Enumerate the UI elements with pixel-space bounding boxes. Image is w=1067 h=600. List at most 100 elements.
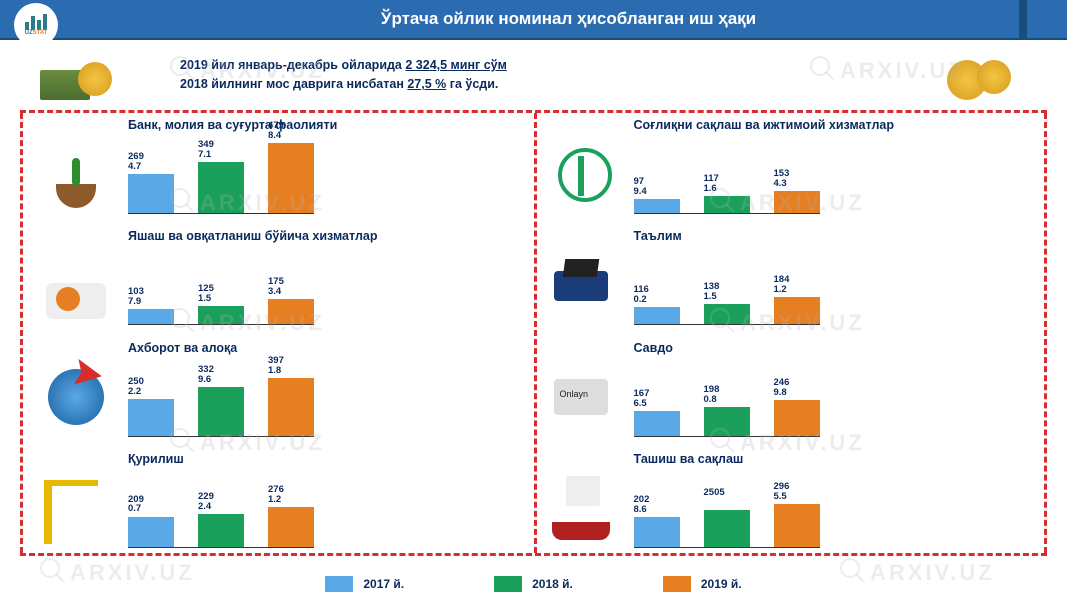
bar-label: 2502.2 [128,377,170,397]
bar-group: 1676.5 1980.8 2469.8 [634,359,820,437]
legend-swatch-2018 [494,576,522,592]
bar: 3971.8 [268,378,314,436]
summary-line-2: 2018 йилнинг мос даврига нисбатан 27,5 %… [180,75,507,94]
chart-wrap: Савдо 1676.5 1980.8 2469.8 [630,341,1030,437]
chart-title: Савдо [634,341,673,355]
chart-title: Ташиш ва сақлаш [634,452,744,466]
summary-l2-suffix: га ўсди. [446,77,498,91]
legend-item-2017: 2017 й. [325,576,404,592]
edu-icon [544,247,622,325]
bar-group: 2028.6 2505 2965.5 [634,470,820,548]
summary-l2-value: 27,5 % [407,77,446,91]
watermark-search-icon [40,558,60,578]
coins-right-icon [947,50,1027,100]
chart-row: Қурилиш 2090.7 2292.4 2761.2 [38,452,524,548]
bar-group: 2694.7 3497.1 4798.4 [128,136,314,214]
header-bar: UZSTAT Ўртача ойлик номинал ҳисобланган … [0,0,1067,40]
bar-label: 2469.8 [774,378,816,398]
bar-label: 2965.5 [774,482,816,502]
bar: 1676.5 [634,411,680,435]
legend-label-2018: 2018 й. [532,577,573,591]
bar-label: 1534.3 [774,169,816,189]
bar-label: 4798.4 [268,121,310,141]
bar-label: 2090.7 [128,495,170,515]
bar: 2502.2 [128,399,174,435]
summary-l2-prefix: 2018 йилнинг мос даврига нисбатан [180,77,407,91]
legend-item-2019: 2019 й. [663,576,742,592]
bar: 1251.5 [198,306,244,324]
chart-wrap: Банк, молия ва суғурта фаолияти2694.7349… [124,118,524,214]
bar: 1534.3 [774,191,820,213]
legend-item-2018: 2018 й. [494,576,573,592]
bar: 2469.8 [774,400,820,436]
bar: 2965.5 [774,504,820,547]
summary-row: 2019 йил январь-декабрь ойларида 2 324,5… [0,40,1067,108]
bar-label: 1381.5 [704,282,746,302]
chart-title: Ахборот ва алоқа [128,341,237,355]
bar-label: 1171.6 [704,174,746,194]
bar: 979.4 [634,199,680,213]
bar-label: 1753.4 [268,277,310,297]
chart-wrap: Таълим1160.21381.51841.2 [630,229,1030,325]
charts-grid: Банк, молия ва суғурта фаолияти2694.7349… [28,116,1039,550]
bar: 1037.9 [128,309,174,324]
chart-title: Соғлиқни сақлаш ва ижтимоий хизматлар [634,118,894,132]
chart-row: Соғлиқни сақлаш ва ижтимоий хизматлар 979… [544,118,1030,214]
chart-row: Ташиш ва сақлаш 2028.6 2505 2965.5 [544,452,1030,548]
food-icon [38,247,116,325]
bar-label: 979.4 [634,177,676,197]
chart-wrap: Соғлиқни сақлаш ва ижтимоий хизматлар 979… [630,118,1030,214]
bar: 1753.4 [268,299,314,325]
chart-wrap: Қурилиш 2090.7 2292.4 2761.2 [124,452,524,548]
bar-label: 1841.2 [774,275,816,295]
bar-group: 979.4 1171.6 1534.3 [634,136,820,214]
chart-wrap: Ташиш ва сақлаш 2028.6 2505 2965.5 [630,452,1030,548]
legend-label-2019: 2019 й. [701,577,742,591]
bar-label: 2761.2 [268,485,310,505]
charts-col-left: Банк, молия ва суғурта фаолияти2694.7349… [28,116,534,550]
chart-row: Ахборот ва алоқа 2502.2 3329.6 3971.8 [38,341,524,437]
chart-row: Таълим1160.21381.51841.2 [544,229,1030,325]
legend-label-2017: 2017 й. [363,577,404,591]
bar: 2761.2 [268,507,314,547]
bar-label: 2505 [704,488,746,498]
chart-row: Савдо 1676.5 1980.8 2469.8 [544,341,1030,437]
plant-icon [38,136,116,214]
bar: 4798.4 [268,143,314,213]
trade-icon [544,359,622,437]
bar: 1841.2 [774,297,820,324]
watermark-search-icon [840,558,860,578]
bar-label: 1251.5 [198,284,240,304]
bar-label: 1037.9 [128,287,170,307]
bar-group: 1160.21381.51841.2 [634,247,820,325]
summary-l1-prefix: 2019 йил январь-декабрь ойларида [180,58,405,72]
bar-label: 3497.1 [198,140,240,160]
legend: 2017 й. 2018 й. 2019 й. [0,576,1067,592]
bar: 1381.5 [704,304,750,324]
logo-bars-icon [25,14,47,30]
globe-icon [38,359,116,437]
charts-col-right: Соғлиқни сақлаш ва ижтимоий хизматлар 979… [534,116,1040,550]
chart-title: Қурилиш [128,452,184,466]
bar-label: 2292.4 [198,492,240,512]
logo-text: UZSTAT [25,30,48,36]
chart-row: Яшаш ва овқатланиш бўйича хизматлар1037.… [38,229,524,325]
health-icon [544,136,622,214]
bar-label: 2028.6 [634,495,676,515]
legend-swatch-2017 [325,576,353,592]
header-accent [1019,0,1027,40]
bar: 2694.7 [128,174,174,213]
bar-label: 1980.8 [704,385,746,405]
summary-line-1: 2019 йил январь-декабрь ойларида 2 324,5… [180,56,507,75]
crane-icon [38,470,116,548]
chart-row: Банк, молия ва суғурта фаолияти2694.7349… [38,118,524,214]
bar-label: 2694.7 [128,152,170,172]
bar-group: 1037.9 1251.5 1753.4 [128,247,314,325]
summary-l1-value: 2 324,5 минг сўм [405,58,507,72]
bar: 1171.6 [704,196,750,213]
chart-title: Таълим [634,229,682,243]
bar: 3329.6 [198,387,244,436]
bar-group: 2502.2 3329.6 3971.8 [128,359,314,437]
bar-label: 1676.5 [634,389,676,409]
page-title: Ўртача ойлик номинал ҳисобланган иш ҳақи [70,9,1067,29]
